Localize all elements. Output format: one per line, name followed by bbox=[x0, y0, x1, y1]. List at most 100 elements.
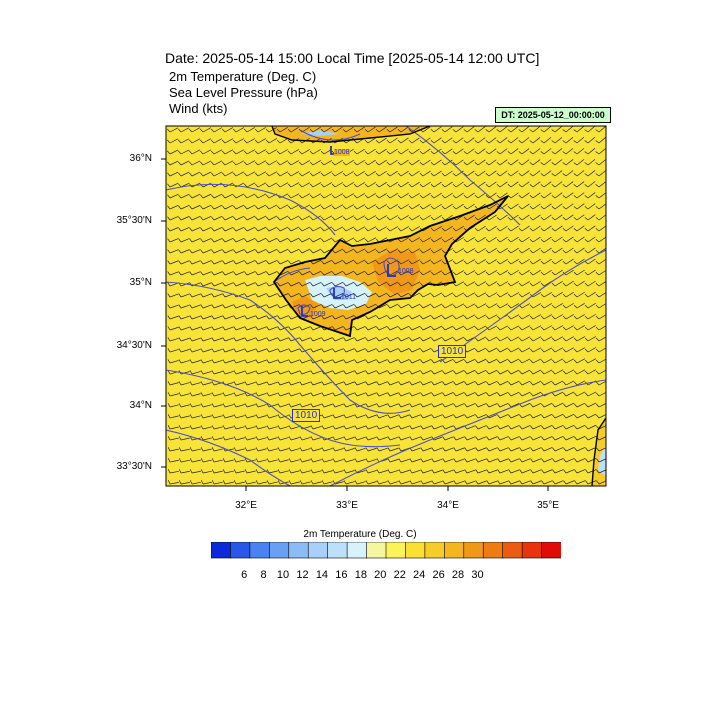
wind-barb bbox=[211, 469, 223, 474]
wind-barb bbox=[342, 126, 354, 133]
wind-barb bbox=[540, 181, 552, 188]
wind-barb bbox=[420, 292, 432, 298]
wind-barb bbox=[277, 359, 289, 364]
wind-barb bbox=[453, 325, 465, 331]
wind-barb bbox=[376, 436, 388, 441]
wind-barb bbox=[332, 425, 344, 430]
wind-barb bbox=[584, 181, 596, 188]
wind-barb bbox=[463, 203, 475, 210]
lon-label-32e: 32°E bbox=[235, 500, 257, 511]
wind-barb bbox=[177, 127, 190, 133]
wind-barb bbox=[420, 370, 432, 375]
wind-barb bbox=[551, 126, 563, 133]
wind-barb bbox=[540, 148, 552, 155]
wind-barb bbox=[288, 469, 300, 474]
wind-barb bbox=[299, 392, 311, 397]
wind-barb bbox=[463, 237, 475, 243]
wind-barb bbox=[562, 247, 574, 254]
wind-barb bbox=[266, 381, 278, 386]
wind-barb bbox=[244, 293, 256, 298]
wind-barb bbox=[200, 204, 212, 210]
wind-barb bbox=[574, 458, 586, 463]
wind-barb bbox=[277, 458, 289, 463]
wind-barb bbox=[442, 314, 454, 320]
wind-barb bbox=[255, 359, 267, 364]
wind-barb bbox=[573, 347, 586, 353]
wind-barb bbox=[452, 270, 465, 276]
wind-barb bbox=[343, 403, 355, 408]
wind-barb bbox=[529, 269, 541, 276]
wind-barb bbox=[518, 192, 530, 199]
wind-barb bbox=[310, 281, 322, 287]
wind-barb bbox=[518, 148, 530, 155]
wind-barb bbox=[244, 436, 256, 441]
wind-barb bbox=[364, 193, 376, 199]
wind-barb bbox=[486, 358, 498, 364]
wind-barb bbox=[277, 326, 289, 331]
wind-barb bbox=[320, 193, 333, 199]
wind-barb bbox=[474, 192, 486, 199]
wind-barb bbox=[277, 237, 289, 243]
wind-barb bbox=[364, 204, 376, 210]
wind-barb bbox=[211, 204, 223, 210]
wind-barb bbox=[200, 315, 212, 320]
wind-barb bbox=[508, 347, 520, 353]
wind-barb bbox=[189, 271, 201, 276]
wind-barb bbox=[244, 370, 256, 375]
wind-barb bbox=[430, 215, 442, 221]
wind-barb bbox=[211, 337, 223, 342]
wind-barb bbox=[277, 392, 289, 397]
wind-barb bbox=[430, 137, 442, 144]
wind-barb bbox=[266, 458, 278, 463]
wind-barb bbox=[189, 293, 201, 298]
wind-barb bbox=[584, 170, 596, 177]
wind-barb bbox=[321, 337, 333, 342]
wind-barb bbox=[178, 227, 190, 232]
wind-barb bbox=[342, 193, 354, 199]
wind-barb bbox=[277, 204, 289, 210]
wind-barb bbox=[200, 469, 212, 474]
wind-barb bbox=[288, 403, 300, 408]
wind-barb bbox=[321, 480, 333, 485]
wind-barb bbox=[530, 391, 542, 397]
wind-barb bbox=[288, 458, 300, 463]
wind-barb bbox=[211, 326, 223, 331]
wind-barb bbox=[211, 193, 223, 199]
colorbar-swatch bbox=[463, 542, 484, 559]
wind-barb bbox=[189, 381, 201, 386]
wind-barb bbox=[574, 447, 586, 452]
wind-barb bbox=[222, 425, 234, 430]
wind-barb bbox=[463, 137, 475, 144]
wind-barb bbox=[364, 170, 376, 177]
wind-barb bbox=[178, 204, 190, 210]
colorbar-label: 12 bbox=[296, 569, 309, 581]
wind-barb bbox=[474, 137, 486, 144]
wind-barb bbox=[584, 358, 597, 364]
wind-barb bbox=[387, 281, 399, 287]
wind-barb bbox=[310, 447, 322, 452]
wind-barb bbox=[189, 304, 201, 309]
wind-barb bbox=[387, 447, 399, 452]
wind-barb bbox=[584, 126, 596, 133]
wind-barb bbox=[222, 436, 234, 441]
wind-barb bbox=[552, 402, 564, 408]
wind-barb bbox=[199, 138, 212, 144]
wind-barb bbox=[573, 225, 585, 232]
wind-barb bbox=[233, 226, 245, 232]
wind-barb bbox=[563, 480, 575, 485]
wind-barb bbox=[386, 248, 399, 254]
wind-barb bbox=[430, 126, 442, 133]
wind-barb bbox=[222, 304, 234, 309]
wind-barb bbox=[210, 138, 223, 144]
wind-barb bbox=[233, 348, 245, 353]
wind-barb bbox=[200, 249, 212, 254]
wind-barb bbox=[365, 292, 377, 298]
lon-label-33e: 33°E bbox=[336, 500, 358, 511]
wind-barb bbox=[353, 204, 365, 210]
wind-barb bbox=[529, 214, 541, 221]
wind-barb bbox=[288, 370, 300, 375]
wind-barb bbox=[463, 248, 475, 254]
wind-barb bbox=[497, 380, 509, 386]
wind-barb bbox=[453, 403, 465, 408]
wind-barb bbox=[200, 260, 212, 265]
